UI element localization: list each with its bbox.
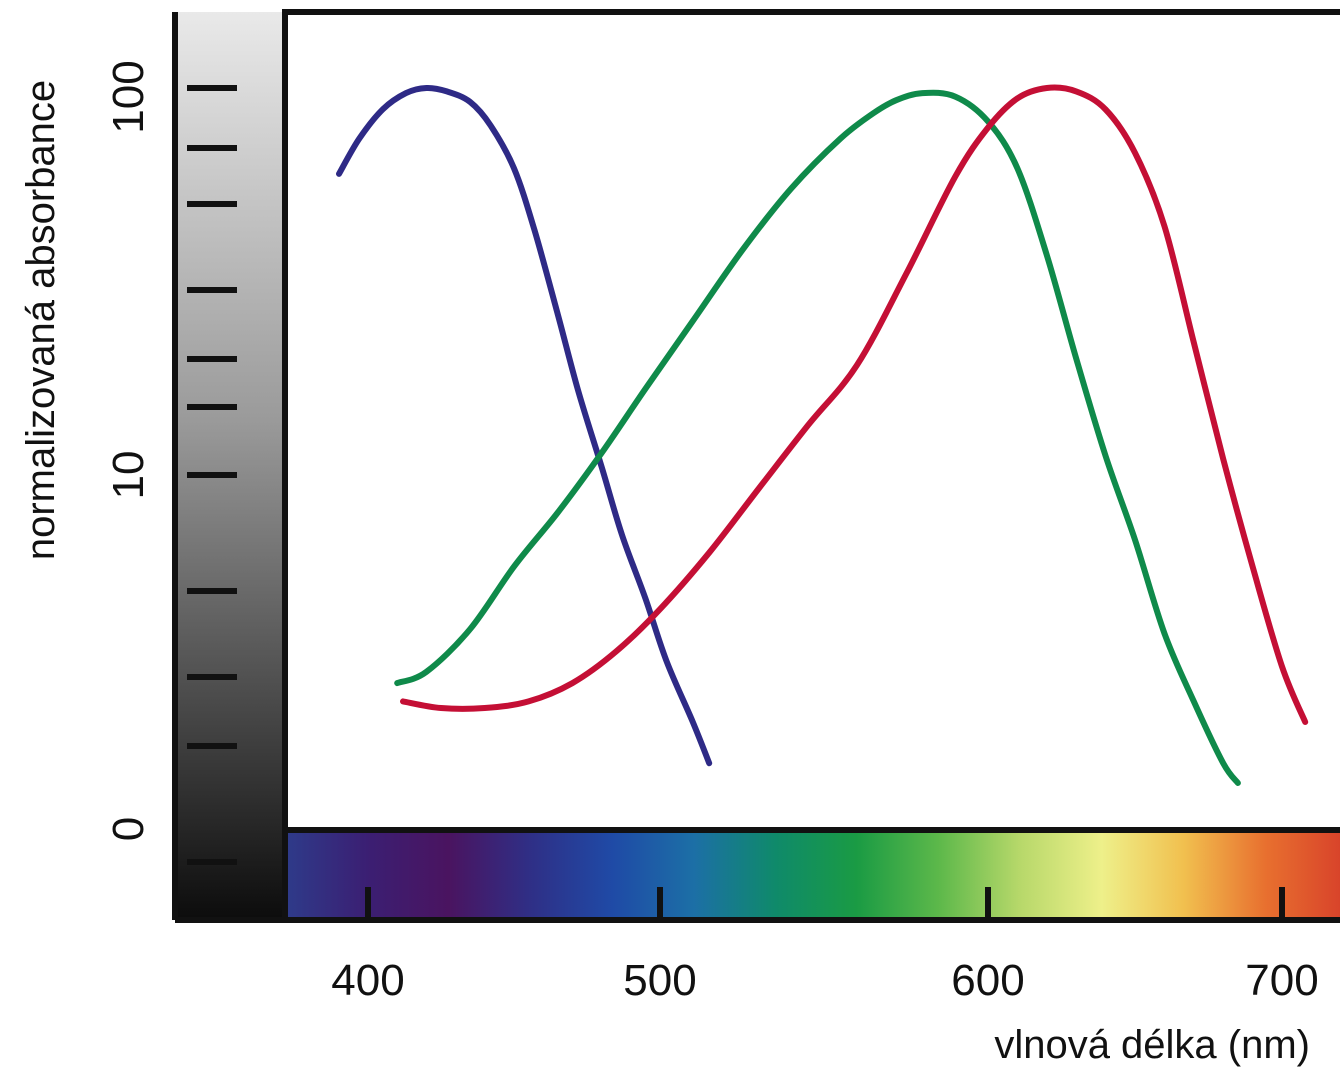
x-tick-label: 700 [1245,956,1318,1005]
y-tick-label-10: 10 [104,451,153,500]
x-tick-label: 500 [623,956,696,1005]
spectrum-bar [285,830,1340,920]
x-tick-label: 400 [331,956,404,1005]
x-tick-label: 600 [951,956,1024,1005]
y-axis-tick-labels: 100 10 0 [104,60,153,841]
x-axis-tick-labels: 400 500 600 700 [331,956,1318,1005]
y-tick-label-100: 100 [104,60,153,133]
x-axis-title: vlnová délka (nm) [994,1023,1310,1067]
y-axis-title: normalizovaná absorbance [19,80,63,560]
y-axis-ticks [187,88,237,862]
y-tick-label-0: 0 [104,817,153,841]
